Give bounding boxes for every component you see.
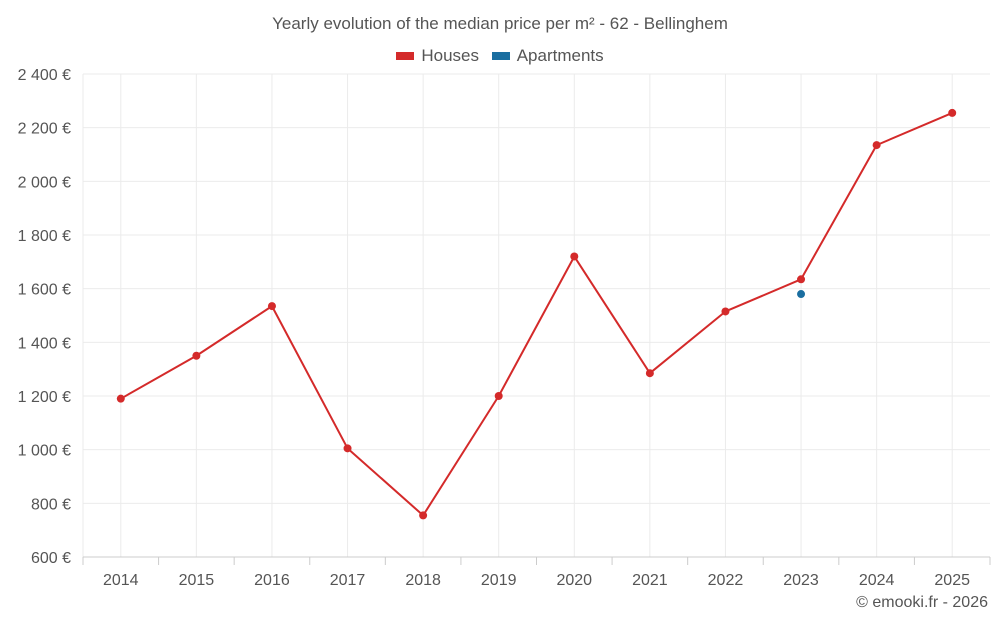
data-point-houses <box>570 252 579 261</box>
data-point-houses <box>419 511 428 520</box>
y-tick-label: 1 000 € <box>18 443 71 460</box>
legend: Houses Apartments <box>0 45 1000 66</box>
legend-label-houses: Houses <box>421 46 479 65</box>
x-tick-label: 2016 <box>254 572 290 589</box>
x-tick-label: 2018 <box>405 572 441 589</box>
y-tick-label: 2 400 € <box>18 67 71 84</box>
y-tick-label: 1 200 € <box>18 389 71 406</box>
y-tick-label: 1 600 € <box>18 282 71 299</box>
x-tick-label: 2017 <box>330 572 366 589</box>
data-point-houses <box>645 369 654 378</box>
x-tick-label: 2024 <box>859 572 895 589</box>
data-point-houses <box>192 351 201 360</box>
legend-swatch-houses <box>396 52 415 60</box>
data-point-houses <box>267 302 276 311</box>
data-point-houses <box>948 108 957 117</box>
x-tick-label: 2019 <box>481 572 517 589</box>
x-tick-label: 2022 <box>708 572 744 589</box>
data-point-houses <box>797 275 806 284</box>
data-point-houses <box>343 444 352 453</box>
chart-title: Yearly evolution of the median price per… <box>272 14 728 33</box>
y-tick-label: 600 € <box>31 550 71 567</box>
legend-label-apartments: Apartments <box>516 46 604 65</box>
y-tick-label: 1 800 € <box>18 228 71 245</box>
x-tick-label: 2015 <box>179 572 215 589</box>
x-tick-label: 2020 <box>556 572 592 589</box>
y-tick-label: 800 € <box>31 496 71 513</box>
credit-text: © emooki.fr - 2026 <box>856 594 988 611</box>
legend-item-apartments[interactable]: Apartments <box>491 46 604 66</box>
data-point-houses <box>116 394 125 403</box>
y-tick-label: 1 400 € <box>18 335 71 352</box>
data-point-houses <box>494 392 503 400</box>
series-line-houses <box>120 111 953 517</box>
legend-item-houses[interactable]: Houses <box>396 46 479 66</box>
y-tick-label: 2 200 € <box>18 121 71 138</box>
data-point-houses <box>721 307 730 316</box>
data-point-apartments <box>797 290 806 299</box>
legend-swatch-apartments <box>491 52 510 60</box>
x-tick-label: 2025 <box>934 572 970 589</box>
data-point-houses <box>872 141 881 150</box>
x-tick-label: 2023 <box>783 572 819 589</box>
x-tick-label: 2021 <box>632 572 668 589</box>
y-tick-label: 2 000 € <box>18 174 71 191</box>
x-tick-label: 2014 <box>103 572 139 589</box>
